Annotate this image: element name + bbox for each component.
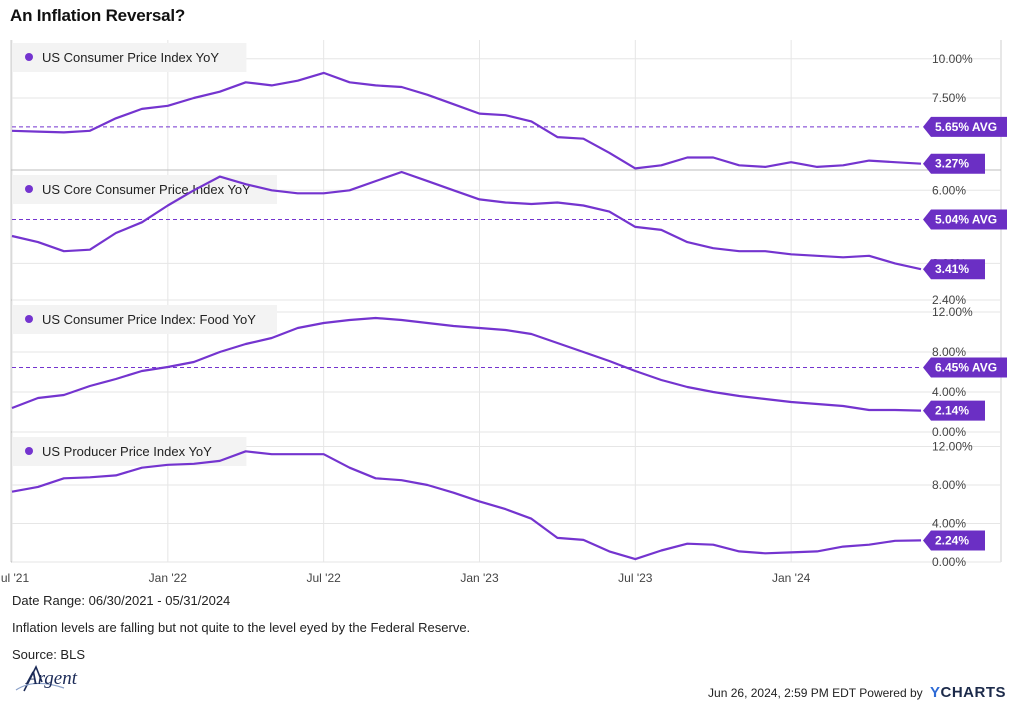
- x-tick-label: Jul '21: [0, 571, 29, 585]
- last-value-tag: 3.27%: [923, 153, 985, 174]
- date-range: Date Range: 06/30/2021 - 05/31/2024: [12, 593, 231, 608]
- chart-area: Jul '21 Jan '22 Jul '22 Jan '23 Jul '23 Jan '…: [0, 40, 1007, 585]
- y-tick-label: 7.50%: [932, 91, 966, 105]
- panel-title: US Consumer Price Index YoY: [42, 50, 219, 65]
- y-tick-label: 0.00%: [932, 555, 966, 569]
- series-dot-icon: [25, 53, 33, 61]
- last-value-tag-label: 2.14%: [935, 404, 969, 418]
- panel-title-box: [12, 305, 277, 334]
- footer-stamp: Jun 26, 2024, 2:59 PM EDT Powered by YCH…: [708, 684, 1006, 701]
- y-tick-label: 12.00%: [932, 305, 973, 319]
- average-tag: 5.65% AVG: [923, 116, 1007, 137]
- average-tag-label: 6.45% AVG: [935, 361, 997, 375]
- series-dot-icon: [25, 315, 33, 323]
- last-value-tag-label: 3.41%: [935, 262, 969, 276]
- last-value-tag-bg: [923, 530, 985, 551]
- series-line: [11, 316, 922, 412]
- ycharts-logo-y: Y: [929, 684, 941, 701]
- last-value-tag-bg: [923, 153, 985, 174]
- x-tick-label: Jan '22: [149, 571, 188, 585]
- last-value-tag-bg: [923, 400, 985, 421]
- powered-by-label: Powered by: [859, 686, 923, 700]
- y-tick-label: 8.00%: [932, 345, 966, 359]
- panel-title-box: [12, 437, 247, 466]
- average-tag: 5.04% AVG: [923, 209, 1007, 230]
- series-dot-icon: [25, 185, 33, 193]
- average-tag: 6.45% AVG: [923, 357, 1007, 378]
- last-value-tag-label: 2.24%: [935, 533, 969, 547]
- last-value-tag-label: 3.27%: [935, 157, 969, 171]
- last-value-tag-bg: [923, 259, 985, 280]
- argent-logo-icon: [15, 665, 65, 692]
- last-value-tag: 3.41%: [923, 259, 985, 280]
- panel-title: US Consumer Price Index: Food YoY: [42, 312, 256, 327]
- y-tick-label: 12.00%: [932, 440, 973, 454]
- x-tick-label: Jan '24: [772, 571, 811, 585]
- chart-title: An Inflation Reversal?: [10, 6, 186, 25]
- x-tick-label: Jul '23: [618, 571, 653, 585]
- source-label: Source: BLS: [12, 647, 85, 662]
- average-tag-bg: [923, 116, 1007, 137]
- panel-title: US Producer Price Index YoY: [42, 444, 212, 459]
- x-tick-label: Jan '23: [460, 571, 499, 585]
- timestamp: Jun 26, 2024, 2:59 PM EDT: [708, 686, 856, 700]
- y-tick-label: 8.00%: [932, 478, 966, 492]
- series-dot-icon: [25, 447, 33, 455]
- series-line: [11, 450, 922, 561]
- y-tick-label: 6.00%: [932, 183, 966, 197]
- argent-logo-text: Argent: [26, 668, 78, 689]
- series-line: [11, 170, 922, 271]
- average-tag-bg: [923, 357, 1007, 378]
- y-tick-label: 2.40%: [932, 293, 966, 307]
- panel-title-box: [12, 43, 247, 72]
- average-tag-label: 5.65% AVG: [935, 120, 997, 134]
- average-tag-label: 5.04% AVG: [935, 213, 997, 227]
- chart-note: Inflation levels are falling but not qui…: [12, 620, 471, 635]
- series-line: [11, 71, 922, 170]
- y-tick-label: 10.00%: [932, 52, 973, 66]
- y-tick-label: 4.00%: [932, 385, 966, 399]
- y-tick-label: 4.00%: [932, 517, 966, 531]
- y-tick-label: 0.00%: [932, 425, 966, 439]
- last-value-tag: 2.14%: [923, 400, 985, 421]
- average-tag-bg: [923, 209, 1007, 230]
- ycharts-logo[interactable]: YCHARTS: [930, 684, 1006, 701]
- last-value-tag: 2.24%: [923, 530, 985, 551]
- x-tick-label: Jul '22: [307, 571, 342, 585]
- panel-title: US Core Consumer Price Index YoY: [42, 182, 251, 197]
- ycharts-logo-rest: CHARTS: [940, 684, 1006, 701]
